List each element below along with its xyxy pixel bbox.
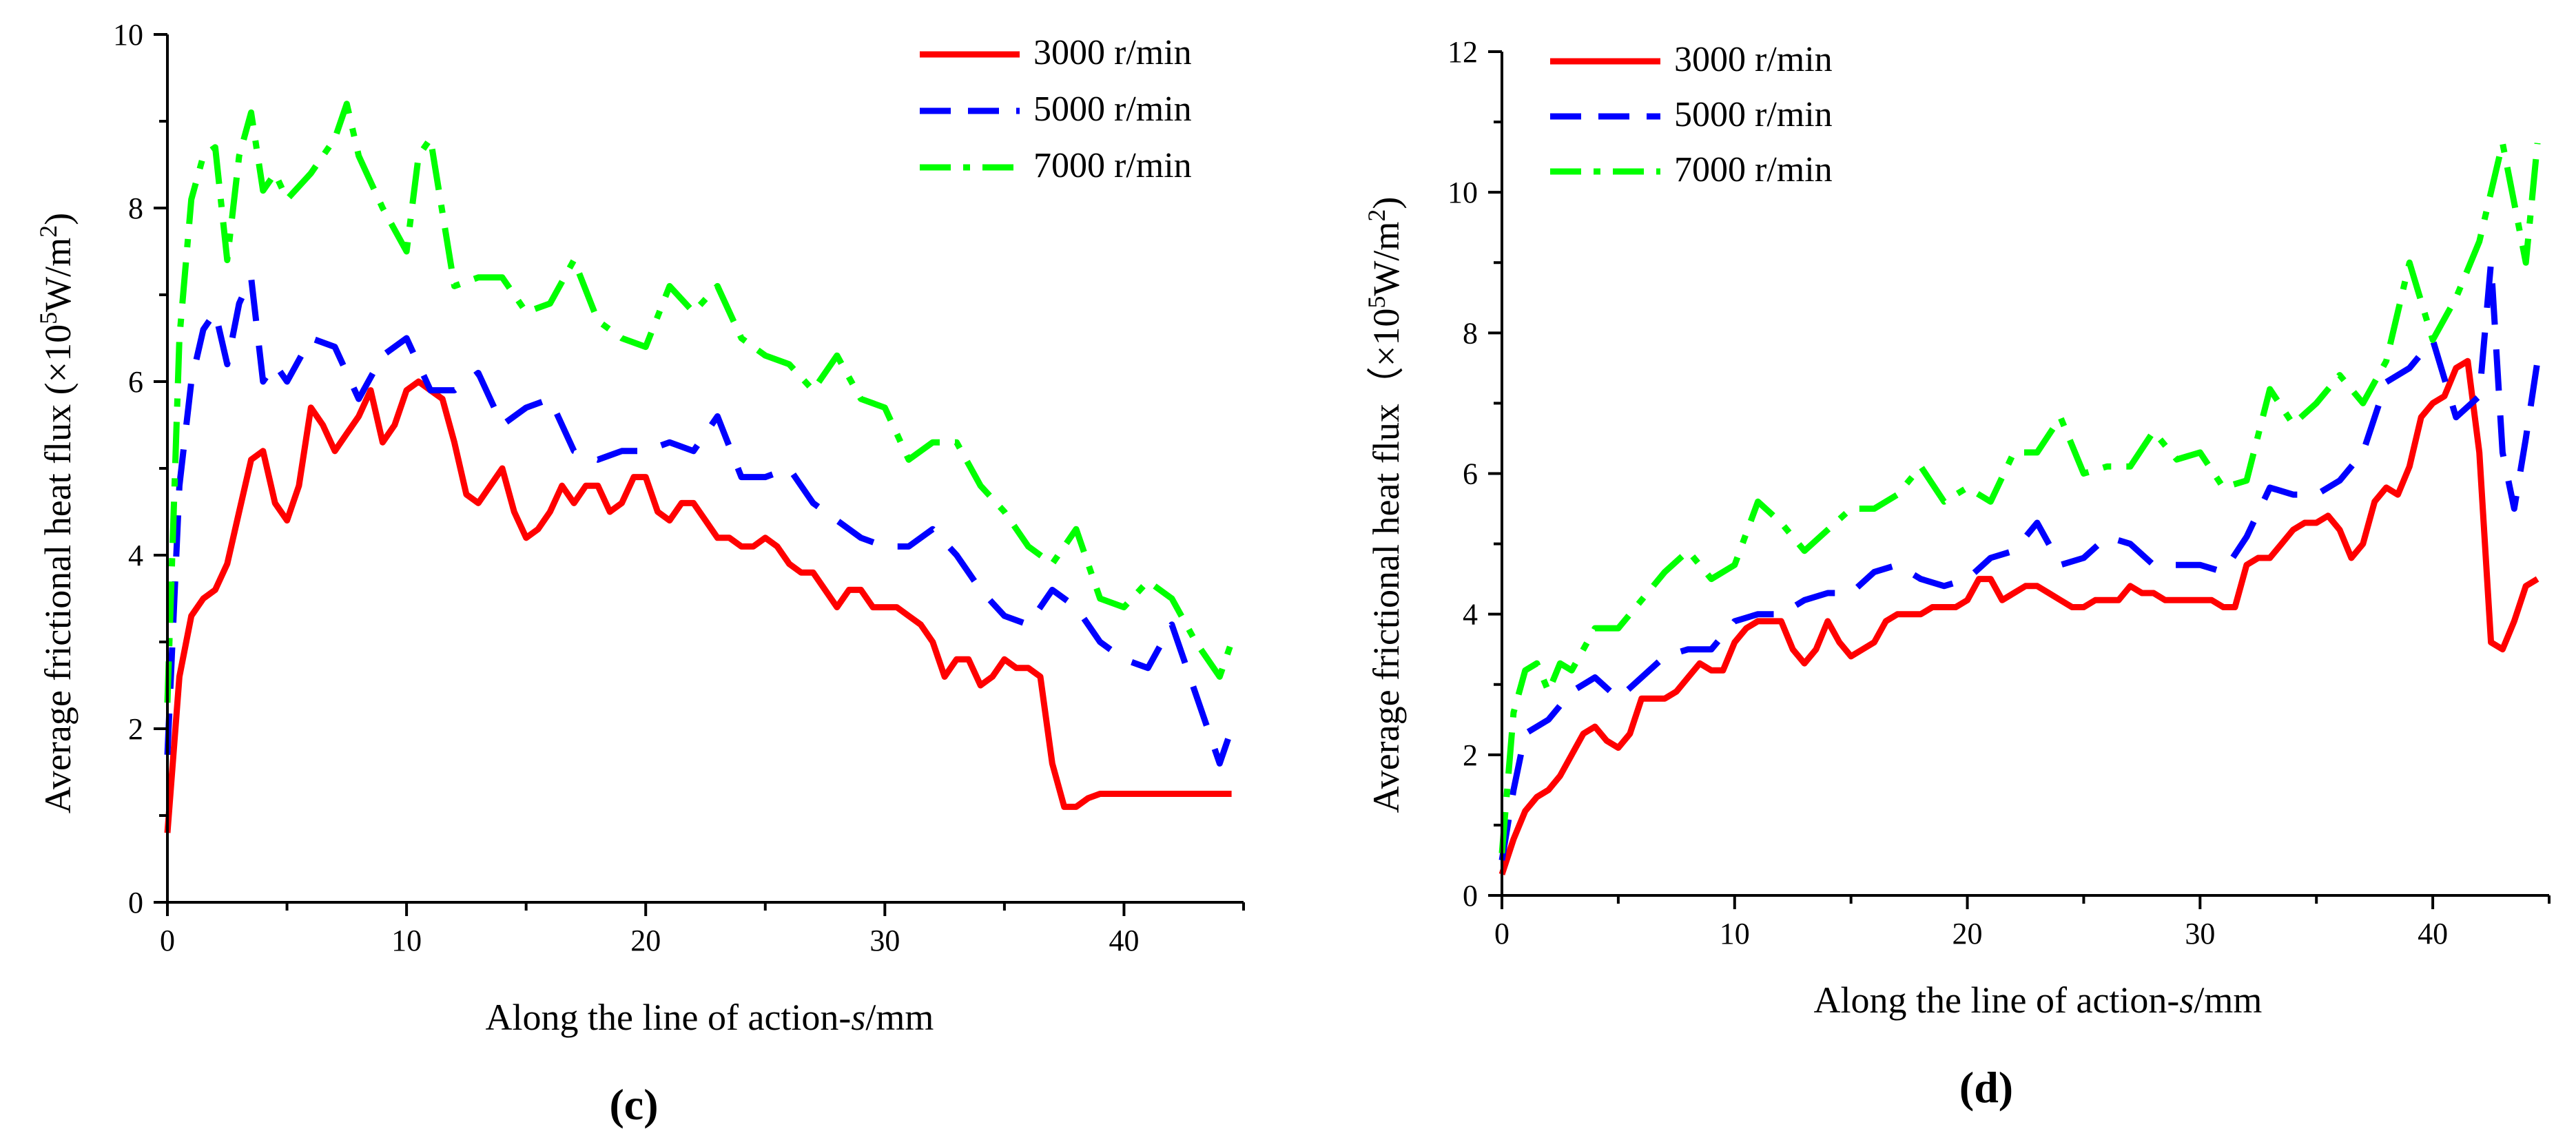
legend-label-d-3000: 3000 r/min [1674,40,1833,79]
plot-lines-c [164,101,1235,833]
legend-label-c-3000: 3000 r/min [1033,33,1192,72]
y-tick-label-c: 6 [128,365,143,399]
x-axis-label-c: Along the line of action-s/mm [486,997,934,1038]
series-line-d-5000 [1498,259,2541,861]
plot-lines-d [1498,140,2541,875]
series-line-d-3000 [1498,357,2539,875]
x-tick-label-d: 10 [1720,917,1750,951]
y-axis-label-c: Average frictional heat flux (×105W/m2) [34,213,79,813]
series-line-c-5000 [164,274,1235,767]
y-tick-label-d: 4 [1463,598,1478,632]
chart-panel-c: 0 10 20 30 40 0 2 4 6 8 10 3000 r/min 5000 r/min 700… [34,18,1245,1129]
series-line-c-7000 [164,101,1235,703]
axes-d [1501,52,2549,897]
y-tick-label-d: 0 [1463,879,1478,913]
x-tick-label-d: 40 [2418,917,2448,951]
y-tick-label-d: 12 [1447,35,1478,69]
panel-label-d: (d) [1959,1063,2013,1112]
chart-panel-d: 0 10 20 30 40 0 2 4 6 8 10 12 3000 r/min 5000 r/min 7… [1363,35,2551,1112]
x-tick-label-c: 20 [630,924,661,957]
ticks-d: 0 10 20 30 40 0 2 4 6 8 10 12 [1447,35,2551,951]
x-tick-label-c: 30 [869,924,900,957]
series-line-c-3000 [164,378,1232,833]
y-tick-label-c: 8 [128,191,143,225]
legend-label-c-7000: 7000 r/min [1033,146,1192,185]
y-tick-label-c: 4 [128,539,143,572]
y-tick-label-c: 2 [128,712,143,746]
x-tick-label-c: 40 [1109,924,1139,957]
legend-label-d-5000: 5000 r/min [1674,95,1833,134]
y-tick-label-d: 2 [1463,738,1478,772]
x-axis-label-d: Along the line of action-s/mm [1814,979,2263,1021]
x-tick-label-c: 10 [391,924,422,957]
y-tick-label-c: 10 [113,18,143,52]
legend-label-c-5000: 5000 r/min [1033,90,1192,129]
x-tick-label-d: 0 [1494,917,1509,951]
legend-c: 3000 r/min 5000 r/min 7000 r/min [920,33,1192,185]
legend-label-d-7000: 7000 r/min [1674,150,1833,189]
x-tick-label-d: 30 [2185,917,2215,951]
y-axis-label-d: Average frictional heat flux（×105W/m2) [1363,197,1407,813]
y-tick-label-d: 10 [1447,176,1478,209]
legend-d: 3000 r/min 5000 r/min 7000 r/min [1550,40,1833,189]
y-tick-label-d: 6 [1463,457,1478,491]
series-line-d-7000 [1498,140,2541,854]
panel-label-c: (c) [609,1080,658,1129]
ticks-c: 0 10 20 30 40 0 2 4 6 8 10 [113,18,1245,957]
x-tick-label-c: 0 [160,924,175,957]
x-tick-label-d: 20 [1952,917,1983,951]
y-tick-label-c: 0 [128,886,143,920]
y-tick-label-d: 8 [1463,316,1478,350]
